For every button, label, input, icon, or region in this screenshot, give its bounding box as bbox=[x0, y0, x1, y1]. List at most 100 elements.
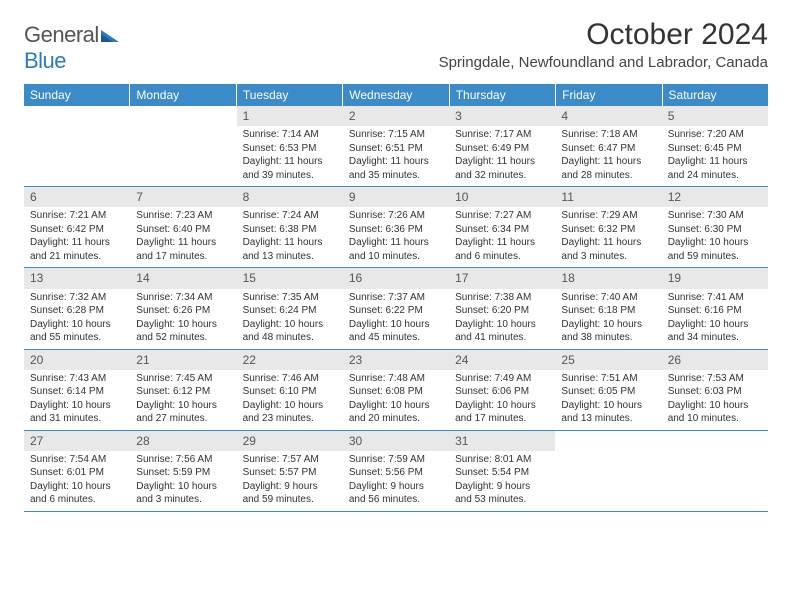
day-number: 11 bbox=[555, 187, 661, 207]
sunrise-text: Sunrise: 7:46 AM bbox=[243, 372, 337, 386]
month-title: October 2024 bbox=[439, 18, 768, 52]
day-body: Sunrise: 7:20 AMSunset: 6:45 PMDaylight:… bbox=[662, 126, 768, 186]
logo-text-blue: Blue bbox=[24, 48, 66, 73]
calendar: SundayMondayTuesdayWednesdayThursdayFrid… bbox=[24, 84, 768, 512]
day-cell: 5Sunrise: 7:20 AMSunset: 6:45 PMDaylight… bbox=[662, 106, 768, 186]
daylight-text: Daylight: 9 hours and 59 minutes. bbox=[243, 480, 337, 507]
day-body: Sunrise: 7:45 AMSunset: 6:12 PMDaylight:… bbox=[130, 370, 236, 430]
day-body: Sunrise: 7:53 AMSunset: 6:03 PMDaylight:… bbox=[662, 370, 768, 430]
logo-triangle-icon bbox=[101, 22, 119, 48]
day-cell bbox=[662, 431, 768, 511]
day-body: Sunrise: 7:18 AMSunset: 6:47 PMDaylight:… bbox=[555, 126, 661, 186]
day-cell: 15Sunrise: 7:35 AMSunset: 6:24 PMDayligh… bbox=[237, 268, 343, 348]
day-cell: 10Sunrise: 7:27 AMSunset: 6:34 PMDayligh… bbox=[449, 187, 555, 267]
day-cell: 19Sunrise: 7:41 AMSunset: 6:16 PMDayligh… bbox=[662, 268, 768, 348]
weekday-cell: Saturday bbox=[663, 84, 768, 106]
day-number: 20 bbox=[24, 350, 130, 370]
sunrise-text: Sunrise: 7:59 AM bbox=[349, 453, 443, 467]
day-number: 1 bbox=[237, 106, 343, 126]
sunset-text: Sunset: 6:12 PM bbox=[136, 385, 230, 399]
sunrise-text: Sunrise: 7:37 AM bbox=[349, 291, 443, 305]
day-number: 18 bbox=[555, 268, 661, 288]
day-number: 25 bbox=[555, 350, 661, 370]
sunrise-text: Sunrise: 7:54 AM bbox=[30, 453, 124, 467]
sunrise-text: Sunrise: 7:30 AM bbox=[668, 209, 762, 223]
daylight-text: Daylight: 10 hours and 48 minutes. bbox=[243, 318, 337, 345]
day-cell bbox=[130, 106, 236, 186]
sunset-text: Sunset: 6:05 PM bbox=[561, 385, 655, 399]
sunrise-text: Sunrise: 7:34 AM bbox=[136, 291, 230, 305]
day-cell: 2Sunrise: 7:15 AMSunset: 6:51 PMDaylight… bbox=[343, 106, 449, 186]
sunset-text: Sunset: 6:32 PM bbox=[561, 223, 655, 237]
day-cell: 14Sunrise: 7:34 AMSunset: 6:26 PMDayligh… bbox=[130, 268, 236, 348]
day-number: 13 bbox=[24, 268, 130, 288]
day-body: Sunrise: 7:27 AMSunset: 6:34 PMDaylight:… bbox=[449, 207, 555, 267]
day-number: 12 bbox=[662, 187, 768, 207]
sunrise-text: Sunrise: 7:15 AM bbox=[349, 128, 443, 142]
daylight-text: Daylight: 10 hours and 41 minutes. bbox=[455, 318, 549, 345]
daylight-text: Daylight: 10 hours and 45 minutes. bbox=[349, 318, 443, 345]
daylight-text: Daylight: 10 hours and 6 minutes. bbox=[30, 480, 124, 507]
sunset-text: Sunset: 5:56 PM bbox=[349, 466, 443, 480]
day-body: Sunrise: 7:37 AMSunset: 6:22 PMDaylight:… bbox=[343, 289, 449, 349]
day-number: 17 bbox=[449, 268, 555, 288]
daylight-text: Daylight: 10 hours and 38 minutes. bbox=[561, 318, 655, 345]
weekday-cell: Tuesday bbox=[237, 84, 343, 106]
sunset-text: Sunset: 6:10 PM bbox=[243, 385, 337, 399]
day-cell: 6Sunrise: 7:21 AMSunset: 6:42 PMDaylight… bbox=[24, 187, 130, 267]
day-body: Sunrise: 7:17 AMSunset: 6:49 PMDaylight:… bbox=[449, 126, 555, 186]
day-cell: 13Sunrise: 7:32 AMSunset: 6:28 PMDayligh… bbox=[24, 268, 130, 348]
sunset-text: Sunset: 6:24 PM bbox=[243, 304, 337, 318]
day-number: 21 bbox=[130, 350, 236, 370]
day-number: 14 bbox=[130, 268, 236, 288]
day-cell: 22Sunrise: 7:46 AMSunset: 6:10 PMDayligh… bbox=[237, 350, 343, 430]
daylight-text: Daylight: 10 hours and 23 minutes. bbox=[243, 399, 337, 426]
sunrise-text: Sunrise: 7:57 AM bbox=[243, 453, 337, 467]
sunrise-text: Sunrise: 7:53 AM bbox=[668, 372, 762, 386]
day-body: Sunrise: 7:14 AMSunset: 6:53 PMDaylight:… bbox=[237, 126, 343, 186]
day-body: Sunrise: 7:57 AMSunset: 5:57 PMDaylight:… bbox=[237, 451, 343, 511]
sunrise-text: Sunrise: 7:56 AM bbox=[136, 453, 230, 467]
day-body: Sunrise: 7:32 AMSunset: 6:28 PMDaylight:… bbox=[24, 289, 130, 349]
weekday-cell: Friday bbox=[556, 84, 662, 106]
daylight-text: Daylight: 11 hours and 21 minutes. bbox=[30, 236, 124, 263]
logo-text: GeneralBlue bbox=[24, 22, 119, 74]
sunset-text: Sunset: 6:36 PM bbox=[349, 223, 443, 237]
day-cell: 18Sunrise: 7:40 AMSunset: 6:18 PMDayligh… bbox=[555, 268, 661, 348]
daylight-text: Daylight: 10 hours and 20 minutes. bbox=[349, 399, 443, 426]
sunset-text: Sunset: 5:59 PM bbox=[136, 466, 230, 480]
sunset-text: Sunset: 6:14 PM bbox=[30, 385, 124, 399]
day-body: Sunrise: 7:56 AMSunset: 5:59 PMDaylight:… bbox=[130, 451, 236, 511]
daylight-text: Daylight: 10 hours and 59 minutes. bbox=[668, 236, 762, 263]
day-number: 31 bbox=[449, 431, 555, 451]
day-number: 3 bbox=[449, 106, 555, 126]
day-body: Sunrise: 7:35 AMSunset: 6:24 PMDaylight:… bbox=[237, 289, 343, 349]
day-cell: 7Sunrise: 7:23 AMSunset: 6:40 PMDaylight… bbox=[130, 187, 236, 267]
day-cell: 25Sunrise: 7:51 AMSunset: 6:05 PMDayligh… bbox=[555, 350, 661, 430]
week-row: 27Sunrise: 7:54 AMSunset: 6:01 PMDayligh… bbox=[24, 431, 768, 512]
sunrise-text: Sunrise: 7:23 AM bbox=[136, 209, 230, 223]
daylight-text: Daylight: 9 hours and 53 minutes. bbox=[455, 480, 549, 507]
day-number: 10 bbox=[449, 187, 555, 207]
daylight-text: Daylight: 10 hours and 3 minutes. bbox=[136, 480, 230, 507]
sunrise-text: Sunrise: 7:26 AM bbox=[349, 209, 443, 223]
day-cell: 4Sunrise: 7:18 AMSunset: 6:47 PMDaylight… bbox=[555, 106, 661, 186]
sunset-text: Sunset: 6:06 PM bbox=[455, 385, 549, 399]
day-cell: 21Sunrise: 7:45 AMSunset: 6:12 PMDayligh… bbox=[130, 350, 236, 430]
day-number: 27 bbox=[24, 431, 130, 451]
day-cell: 12Sunrise: 7:30 AMSunset: 6:30 PMDayligh… bbox=[662, 187, 768, 267]
sunrise-text: Sunrise: 7:43 AM bbox=[30, 372, 124, 386]
day-cell: 24Sunrise: 7:49 AMSunset: 6:06 PMDayligh… bbox=[449, 350, 555, 430]
daylight-text: Daylight: 11 hours and 6 minutes. bbox=[455, 236, 549, 263]
day-body: Sunrise: 7:29 AMSunset: 6:32 PMDaylight:… bbox=[555, 207, 661, 267]
sunset-text: Sunset: 6:20 PM bbox=[455, 304, 549, 318]
sunset-text: Sunset: 6:49 PM bbox=[455, 142, 549, 156]
daylight-text: Daylight: 10 hours and 10 minutes. bbox=[668, 399, 762, 426]
day-cell: 23Sunrise: 7:48 AMSunset: 6:08 PMDayligh… bbox=[343, 350, 449, 430]
daylight-text: Daylight: 11 hours and 24 minutes. bbox=[668, 155, 762, 182]
daylight-text: Daylight: 10 hours and 13 minutes. bbox=[561, 399, 655, 426]
daylight-text: Daylight: 10 hours and 34 minutes. bbox=[668, 318, 762, 345]
sunrise-text: Sunrise: 7:14 AM bbox=[243, 128, 337, 142]
day-number: 28 bbox=[130, 431, 236, 451]
day-body: Sunrise: 7:49 AMSunset: 6:06 PMDaylight:… bbox=[449, 370, 555, 430]
